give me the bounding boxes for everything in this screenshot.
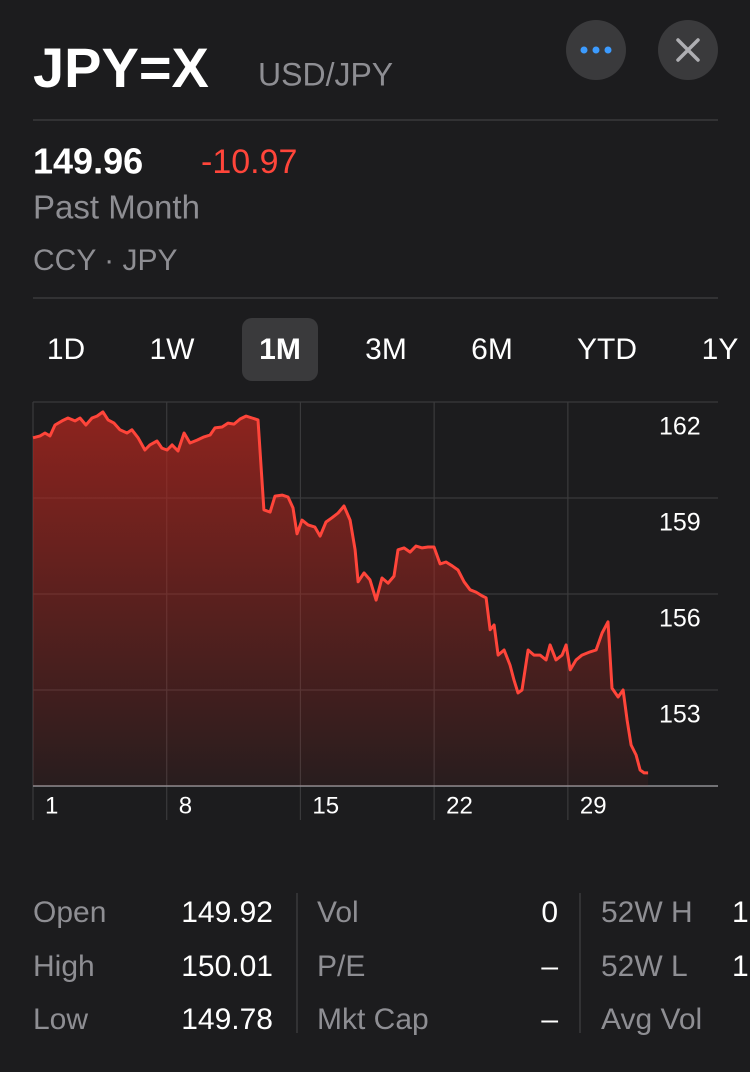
close-icon	[676, 38, 700, 62]
stat-value: –	[541, 950, 558, 983]
period: Past Month	[33, 189, 200, 226]
dot	[592, 46, 600, 54]
stat-label: Low	[33, 1003, 88, 1036]
tab-selected-bg[interactable]	[242, 318, 318, 381]
stat-label: Mkt Cap	[317, 1003, 429, 1036]
stat-value: 149.92	[181, 896, 273, 929]
chart: 153 156 159 162 1 8 15 22 29	[32, 401, 718, 820]
price-change: -10.97	[201, 143, 297, 181]
price-line	[32, 410, 649, 775]
range-tabs: 1D 1W 1M 3M 6M YTD 1Y	[47, 318, 739, 381]
stat-label: P/E	[317, 950, 365, 983]
stat-value: 149.78	[181, 1003, 273, 1036]
x-tick-label: 1	[45, 792, 58, 819]
symbol: JPY=X	[33, 36, 209, 99]
stat-value: 0	[541, 896, 558, 929]
stat-value: 1	[732, 896, 749, 929]
stat-label: Vol	[317, 896, 359, 929]
tab[interactable]: 6M	[471, 333, 513, 366]
y-tick-label: 156	[659, 605, 701, 633]
symbol-name: USD/JPY	[258, 56, 393, 92]
x-tick-label: 22	[446, 792, 473, 819]
price: 149.96	[33, 141, 143, 182]
tab[interactable]: 1D	[47, 333, 85, 366]
tab[interactable]: 1M	[259, 333, 301, 366]
dot	[604, 46, 612, 54]
stat-label: Open	[33, 896, 106, 929]
exchange: CCY · JPY	[33, 244, 177, 277]
y-tick-label: 162	[659, 413, 701, 441]
tab[interactable]: 1W	[150, 333, 196, 366]
y-tick-label: 159	[659, 509, 701, 537]
x-tick-label: 15	[312, 792, 339, 819]
x-tick-label: 8	[179, 792, 192, 819]
close-button[interactable]	[658, 20, 718, 80]
stat-value: 150.01	[181, 950, 273, 983]
more-button[interactable]	[566, 20, 626, 80]
stat-value: –	[541, 1003, 558, 1036]
tab[interactable]: YTD	[577, 333, 637, 366]
tab[interactable]: 1Y	[702, 333, 739, 366]
y-tick-label: 153	[659, 701, 701, 729]
stat-value: 1	[732, 950, 749, 983]
tab[interactable]: 3M	[365, 333, 407, 366]
area	[33, 411, 649, 786]
stat-label: High	[33, 950, 95, 983]
stats: Open 149.92 High 150.01 Low 149.78 Vol 0 P/E – Mkt…	[33, 893, 749, 1036]
dot	[580, 46, 588, 54]
x-tick-label: 29	[580, 792, 607, 819]
stat-label: Avg Vol	[601, 1003, 702, 1036]
stat-label: 52W H	[601, 896, 693, 929]
stat-label: 52W L	[601, 950, 688, 983]
